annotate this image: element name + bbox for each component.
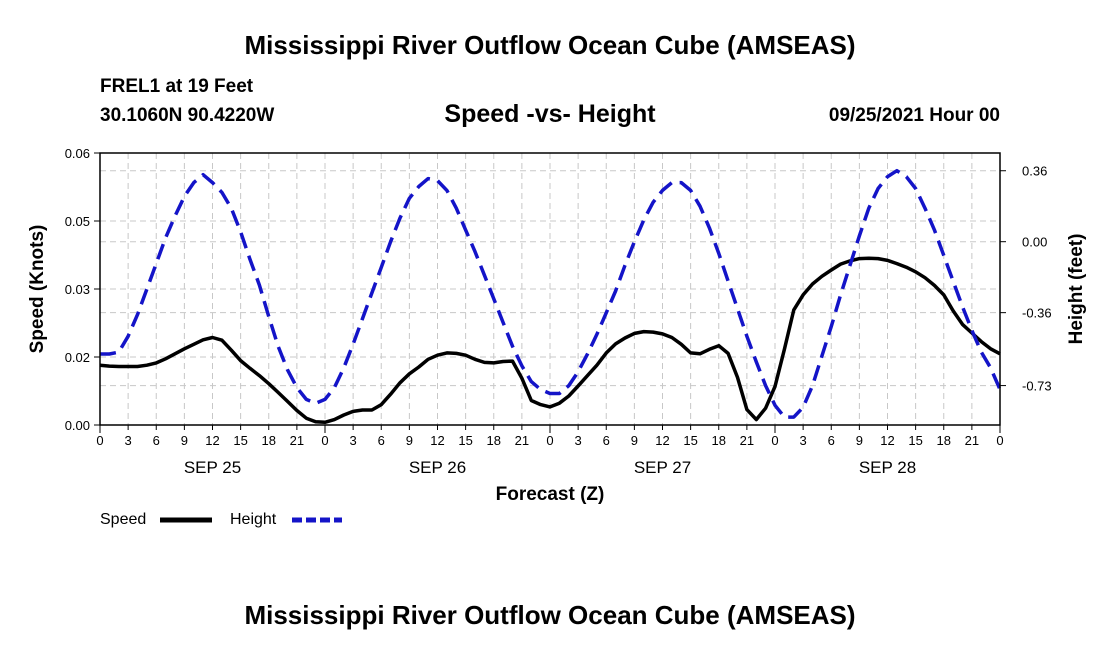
y2-tick-label: 0.00 xyxy=(1022,235,1047,250)
y-tick-label: 0.06 xyxy=(65,146,90,161)
x-tick-label: 21 xyxy=(515,433,529,448)
x-tick-label: 12 xyxy=(205,433,219,448)
x-tick-label: 15 xyxy=(683,433,697,448)
x-tick-label: 6 xyxy=(828,433,835,448)
axes: 0 3 6 9 12 15 18 21 0 3 6 9 12 15 18 21 0 3 6 9 12 15 18 21 0 3 6 9… xyxy=(65,146,1052,477)
y-tick-label: 0.00 xyxy=(65,418,90,433)
x-tick-label: 15 xyxy=(233,433,247,448)
x-tick-label: 6 xyxy=(603,433,610,448)
x-tick-label: 3 xyxy=(125,433,132,448)
x-tick-label: 3 xyxy=(800,433,807,448)
y2-axis-title: Height (feet) xyxy=(1066,234,1087,345)
grid-lines xyxy=(100,153,1000,425)
x-tick-label: 0 xyxy=(96,433,103,448)
y-axis-title: Speed (Knots) xyxy=(27,225,48,354)
x-tick-label: 0 xyxy=(771,433,778,448)
forecast-datetime: 09/25/2021 Hour 00 xyxy=(828,105,1000,126)
chart-title: Mississippi River Outflow Ocean Cube (AM… xyxy=(244,30,856,60)
x-tick-label: 12 xyxy=(430,433,444,448)
x-tick-label: 18 xyxy=(712,433,726,448)
x-axis-title: Forecast (Z) xyxy=(496,484,605,505)
footer-title: Mississippi River Outflow Ocean Cube (AM… xyxy=(244,600,856,630)
y-tick-label: 0.03 xyxy=(65,282,90,297)
y2-tick-label: -0.73 xyxy=(1022,379,1052,394)
x-tick-label: 6 xyxy=(378,433,385,448)
x-tick-label: 6 xyxy=(153,433,160,448)
x-tick-label: 21 xyxy=(965,433,979,448)
legend-label-height: Height xyxy=(230,511,277,528)
x-tick-label: 15 xyxy=(458,433,472,448)
x-tick-label: 18 xyxy=(487,433,501,448)
x-date-label: SEP 27 xyxy=(634,458,691,477)
chart-subtitle: Speed -vs- Height xyxy=(444,100,656,128)
y-tick-label: 0.05 xyxy=(65,214,90,229)
x-tick-label: 15 xyxy=(908,433,922,448)
x-tick-label: 18 xyxy=(262,433,276,448)
y2-tick-label: 0.36 xyxy=(1022,164,1047,179)
x-tick-label: 18 xyxy=(937,433,951,448)
x-tick-label: 12 xyxy=(655,433,669,448)
x-tick-label: 21 xyxy=(290,433,304,448)
x-tick-label: 9 xyxy=(631,433,638,448)
x-tick-label: 0 xyxy=(996,433,1003,448)
x-tick-label: 21 xyxy=(740,433,754,448)
legend: Speed Height xyxy=(100,511,342,528)
x-tick-label: 3 xyxy=(575,433,582,448)
x-tick-label: 3 xyxy=(350,433,357,448)
x-tick-label: 9 xyxy=(181,433,188,448)
x-tick-label: 9 xyxy=(856,433,863,448)
x-tick-label: 9 xyxy=(406,433,413,448)
x-date-label: SEP 25 xyxy=(184,458,241,477)
x-tick-label: 0 xyxy=(321,433,328,448)
station-coordinates: 30.1060N 90.4220W xyxy=(100,105,275,126)
y2-tick-label: -0.36 xyxy=(1022,306,1052,321)
legend-label-speed: Speed xyxy=(100,511,146,528)
x-date-label: SEP 26 xyxy=(409,458,466,477)
x-date-label: SEP 28 xyxy=(859,458,916,477)
y-tick-label: 0.02 xyxy=(65,350,90,365)
series-layer xyxy=(99,168,1002,425)
x-tick-label: 12 xyxy=(880,433,894,448)
station-label: FREL1 at 19 Feet xyxy=(100,76,254,97)
series-line-height xyxy=(100,168,1002,419)
x-tick-label: 0 xyxy=(546,433,553,448)
